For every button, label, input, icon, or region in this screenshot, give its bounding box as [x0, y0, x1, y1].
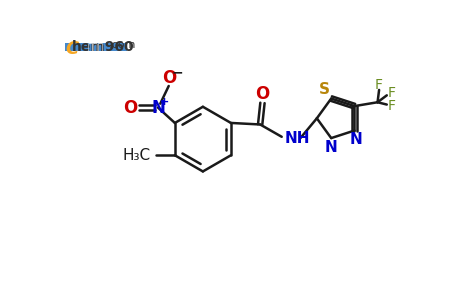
Text: −: − [172, 65, 183, 79]
Text: N: N [151, 98, 165, 117]
Text: NH: NH [285, 131, 310, 146]
Text: O: O [123, 98, 137, 117]
Text: .com: .com [109, 40, 137, 50]
FancyBboxPatch shape [65, 43, 127, 51]
Text: O: O [255, 86, 270, 103]
Text: F: F [375, 78, 383, 92]
Text: +: + [159, 97, 169, 107]
Text: F: F [387, 99, 395, 113]
Text: 化工网: 化工网 [88, 43, 104, 52]
Text: hem960: hem960 [72, 40, 135, 54]
Text: S: S [319, 82, 330, 97]
Text: C: C [65, 40, 78, 58]
Text: F: F [387, 86, 395, 100]
Text: H₃C: H₃C [122, 148, 150, 163]
Text: N: N [325, 140, 337, 155]
Text: O: O [163, 69, 177, 87]
Text: N: N [350, 132, 362, 147]
